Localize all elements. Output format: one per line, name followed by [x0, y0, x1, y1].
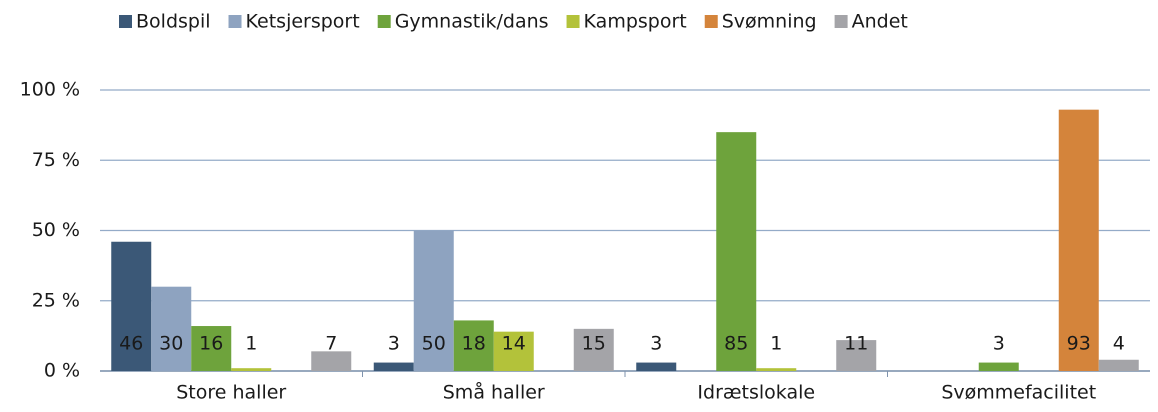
- data-label: 46: [119, 333, 143, 355]
- bar: [453, 320, 494, 371]
- legend-swatch: [834, 15, 848, 28]
- legend-swatch: [566, 15, 580, 28]
- data-label: 14: [502, 333, 526, 355]
- y-tick-label: 75 %: [32, 149, 80, 171]
- data-label: 1: [245, 333, 257, 355]
- bar: [836, 340, 877, 371]
- bar: [573, 328, 614, 371]
- legend-label: Boldspil: [136, 11, 211, 33]
- legend-label: Svømning: [722, 11, 817, 33]
- legend-label: Gymnastik/dans: [395, 11, 549, 33]
- data-label: 93: [1067, 333, 1091, 355]
- bar: [151, 286, 192, 371]
- bar: [373, 362, 414, 371]
- legend-swatch: [377, 15, 391, 28]
- bar: [716, 132, 757, 371]
- bar: [1058, 109, 1099, 372]
- x-tick-label: Små haller: [443, 381, 545, 404]
- legend-label: Kampsport: [584, 11, 687, 33]
- data-label: 15: [582, 333, 606, 355]
- bar: [756, 368, 797, 371]
- x-tick-label: Idrætslokale: [697, 382, 815, 404]
- y-tick-label: 100 %: [20, 79, 80, 101]
- legend-label: Ketsjersport: [246, 11, 360, 33]
- y-tick-label: 0 %: [44, 360, 80, 382]
- data-label: 85: [724, 333, 748, 355]
- legend-swatch: [228, 15, 242, 28]
- data-label: 18: [462, 333, 486, 355]
- x-tick-label: Svømmefacilitet: [941, 382, 1096, 404]
- data-label: 30: [159, 333, 183, 355]
- bar: [636, 362, 677, 371]
- bar: [1098, 359, 1139, 371]
- y-tick-label: 25 %: [32, 289, 80, 311]
- data-label: 7: [325, 333, 337, 355]
- bar: [493, 331, 534, 371]
- bar: [978, 362, 1019, 371]
- bar: [231, 368, 272, 371]
- y-tick-label: 50 %: [32, 219, 80, 241]
- bar: [413, 230, 454, 371]
- data-label: 50: [422, 333, 446, 355]
- bar: [191, 326, 232, 371]
- x-tick-label: Store haller: [176, 382, 286, 404]
- data-label: 16: [199, 333, 223, 355]
- data-label: 3: [650, 333, 662, 355]
- legend-swatch: [119, 15, 132, 28]
- data-label: 3: [388, 333, 400, 355]
- data-label: 4: [1113, 333, 1125, 355]
- legend-swatch: [704, 15, 718, 28]
- data-label: 3: [993, 333, 1005, 355]
- bar: [111, 241, 152, 371]
- bar: [311, 351, 352, 371]
- data-label: 1: [770, 333, 782, 355]
- data-label: 11: [844, 333, 868, 355]
- legend-label: Andet: [852, 11, 908, 33]
